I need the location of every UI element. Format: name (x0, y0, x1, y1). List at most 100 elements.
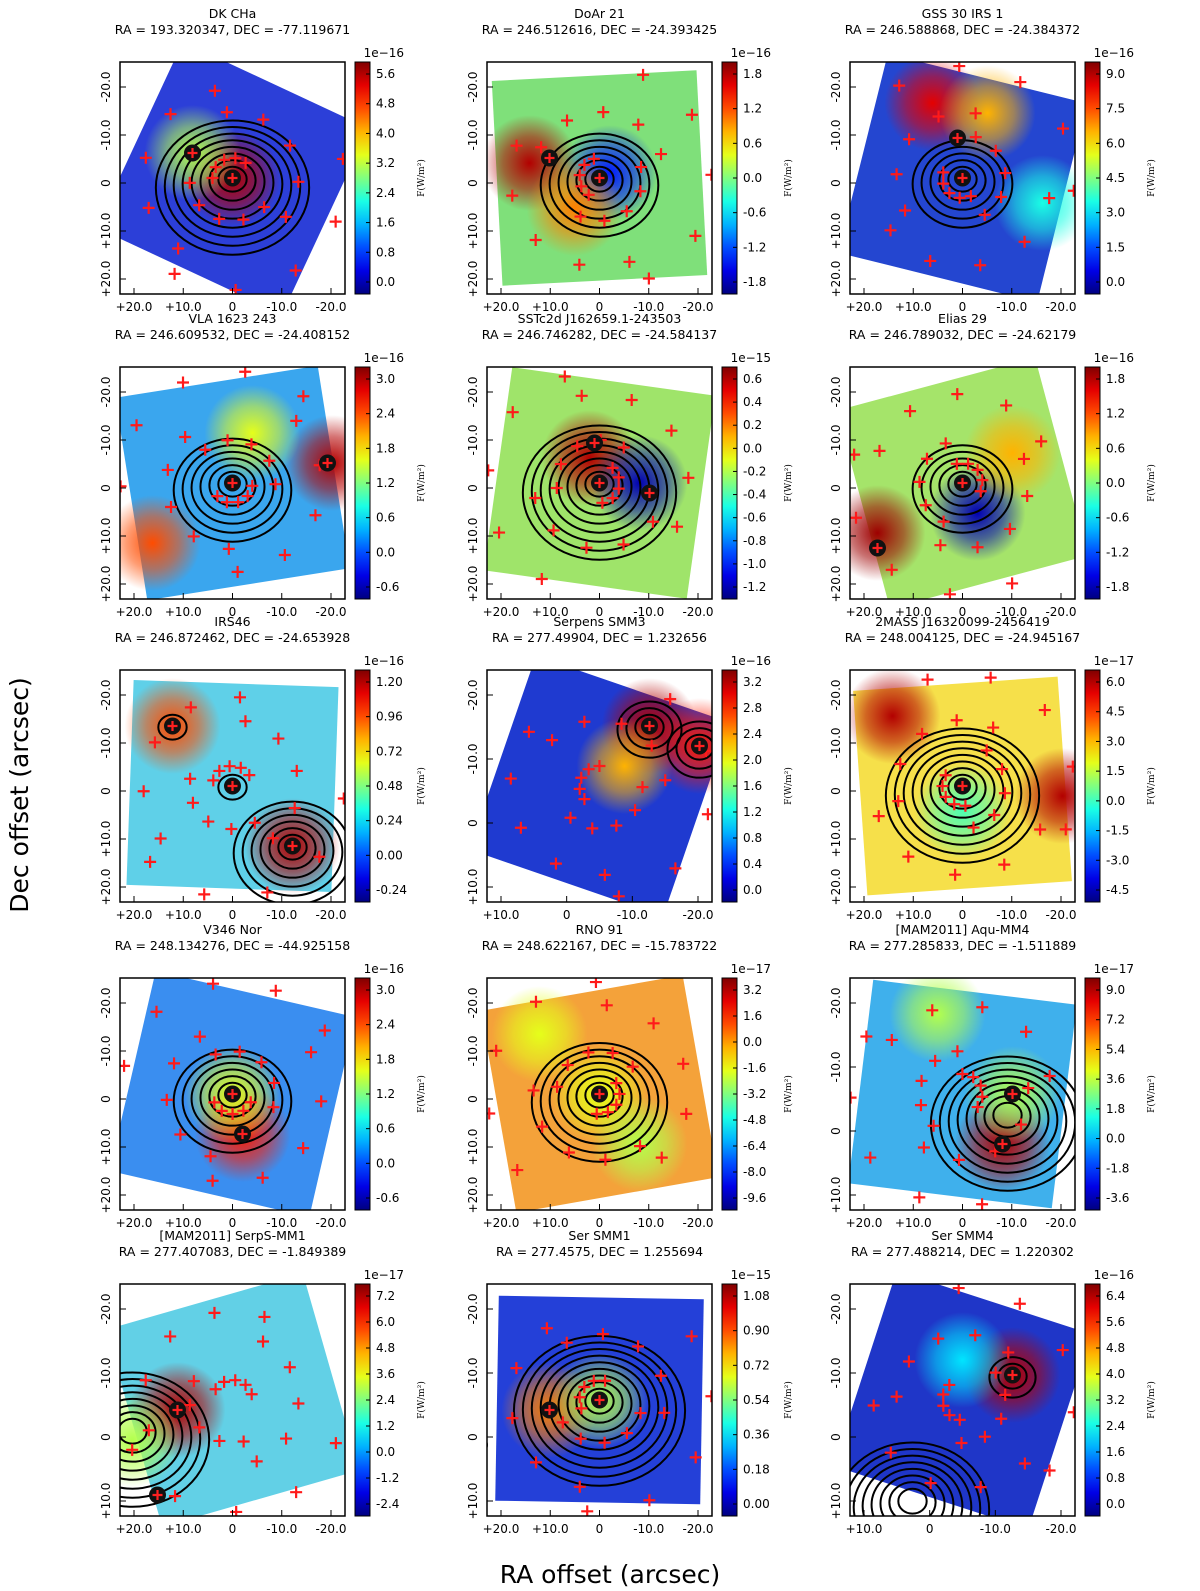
axes-frame (486, 669, 713, 903)
spaxel-marker (561, 114, 574, 127)
contour-line (584, 1081, 615, 1109)
colorbar-tick-label: 0.0 (1106, 1132, 1125, 1146)
colorbar-tick-label: 0.0 (376, 275, 395, 289)
colorbar-tick-label: 0.0 (1106, 476, 1125, 490)
panel-coordinates: RA = 193.320347, DEC = -77.119671 (115, 22, 350, 37)
spaxel-marker (658, 1406, 671, 1419)
x-tick-label: 0 (229, 1216, 237, 1230)
spaxel-marker (978, 208, 991, 221)
spaxel-marker (1059, 823, 1072, 836)
contour-line (938, 464, 987, 507)
colorbar-tick-label: 1.20 (376, 675, 403, 689)
spaxel-marker (225, 822, 238, 835)
spaxel-marker (593, 760, 606, 772)
source-cross (237, 1129, 248, 1139)
spaxel-marker (233, 1045, 246, 1058)
panel-title: Serpens SMM3 (553, 614, 645, 629)
spaxel-marker (177, 376, 190, 389)
colorbar-tick-label: 6.0 (1106, 136, 1125, 150)
contour-line (120, 1397, 175, 1472)
spaxel-marker (610, 819, 623, 832)
spaxel-marker (278, 548, 291, 561)
spaxel-marker (884, 1446, 897, 1459)
spaxel-marker (292, 1397, 305, 1410)
spaxel-marker (659, 774, 672, 787)
spaxel-marker (1038, 704, 1051, 717)
y-tick-label: -10.0 (829, 727, 843, 758)
colorbar-tick-label: 7.2 (1106, 1013, 1125, 1027)
x-tick-label: +20.0 (483, 1522, 520, 1536)
contour-line (120, 1404, 166, 1463)
spaxel-marker (964, 190, 977, 203)
spaxel-marker (921, 673, 934, 686)
x-tick-label: +20.0 (116, 1522, 153, 1536)
spaxel-marker (207, 978, 220, 990)
contour-line (929, 1055, 1075, 1192)
colorbar-tick-label: 5.6 (1106, 1315, 1125, 1329)
contour-line (566, 1374, 633, 1433)
x-tick-label: -20.0 (315, 605, 346, 619)
contour-line (938, 1062, 1075, 1183)
spaxel-marker (689, 229, 702, 242)
x-tick-label: +20.0 (483, 300, 520, 314)
colorbar-exponent: 1e−16 (1094, 1268, 1134, 1282)
colorbar-tick-label: -6.4 (743, 1139, 766, 1153)
spaxel-marker (161, 463, 174, 476)
spaxel-marker (903, 133, 916, 146)
panel-title: [MAM2011] Aqu-MM4 (896, 922, 1030, 937)
spaxel-marker (169, 1490, 182, 1503)
colorbar-tick-label: 1.2 (376, 1087, 395, 1101)
y-tick-label: -10.0 (829, 1357, 843, 1388)
panel-coordinates: RA = 246.872462, DEC = -24.653928 (115, 630, 350, 645)
y-tick-label: -20.0 (466, 1293, 480, 1324)
contour-line (575, 159, 624, 202)
colorbar-tick-label: 3.0 (1106, 734, 1125, 748)
colorbar-tick-label: 6.0 (1106, 675, 1125, 689)
spaxel-marker (971, 1101, 984, 1114)
colorbar-tick-label: 1.8 (376, 1052, 395, 1066)
spaxel-marker (962, 457, 975, 470)
spaxel-marker (685, 1330, 698, 1343)
contour-line (181, 139, 284, 229)
spaxel-marker (685, 108, 698, 121)
colorbar-tick-label: 0.0 (1106, 1497, 1125, 1511)
colorbar-tick-label: 0.00 (743, 1497, 770, 1511)
spaxel-marker (974, 1481, 987, 1494)
spaxel-marker (137, 785, 150, 798)
spaxel-marker (952, 1153, 965, 1166)
y-tick-label: +10.0 (99, 1483, 113, 1520)
source-cross (544, 1405, 555, 1415)
spaxel-marker (913, 1191, 926, 1204)
spaxel-marker (939, 437, 952, 450)
x-tick-label: -20.0 (315, 300, 346, 314)
spaxel-marker (1018, 1457, 1031, 1470)
y-tick-label: 0 (829, 787, 843, 795)
spaxel-marker (241, 490, 254, 503)
spaxel-marker (337, 792, 345, 805)
x-tick-label: -10.0 (266, 908, 297, 922)
spaxel-marker (506, 1412, 519, 1425)
spaxel-marker (290, 1486, 303, 1499)
colorbar-tick-label: 2.8 (743, 701, 762, 715)
x-tick-label: 0 (959, 1216, 967, 1230)
spaxel-marker (582, 1046, 595, 1059)
y-tick-label: 0 (99, 787, 113, 795)
spaxel-marker (215, 1104, 228, 1117)
spaxel-marker (289, 264, 302, 277)
source-cross (322, 458, 333, 468)
spaxel-marker (573, 1480, 586, 1493)
colorbar-unit: F(W/m²) (1146, 1381, 1157, 1419)
x-tick-label: +20.0 (483, 1216, 520, 1230)
contour-line (120, 1391, 184, 1481)
y-tick-label: -10.0 (466, 1035, 480, 1066)
contour-line (250, 813, 335, 888)
spaxel-marker (867, 1399, 880, 1412)
spaxel-marker (872, 810, 885, 823)
spaxel-marker (1067, 184, 1075, 197)
spaxel-marker (510, 1362, 523, 1375)
contour-line (965, 1081, 1050, 1156)
spaxel-marker (529, 234, 542, 247)
colorbar-tick-label: 0.96 (376, 710, 403, 724)
